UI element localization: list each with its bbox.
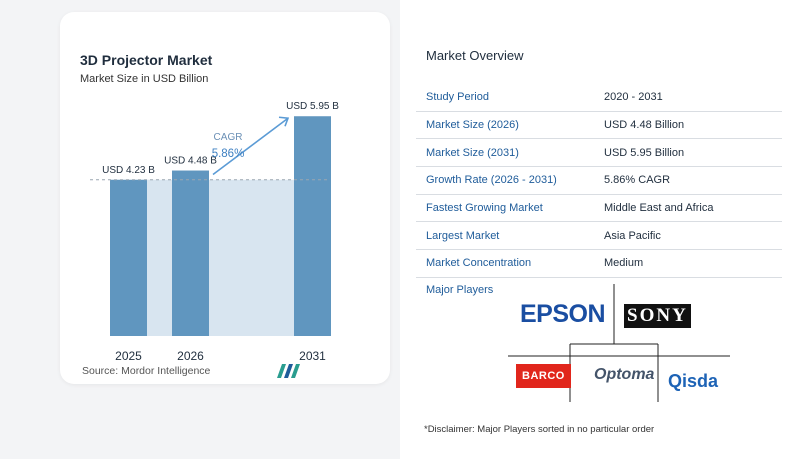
overview-panel: Market Overview Study Period 2020 - 2031 M… bbox=[400, 0, 800, 459]
overview-row: Fastest Growing Market Middle East and Af… bbox=[416, 195, 782, 223]
overview-value: Middle East and Africa bbox=[604, 202, 714, 215]
overview-key: Growth Rate (2026 - 2031) bbox=[426, 174, 557, 187]
cagr-value: 5.86% bbox=[212, 148, 245, 160]
barco-logo: BARCO bbox=[516, 364, 571, 388]
tick-label: 2026 bbox=[177, 349, 204, 363]
overview-key: Market Size (2031) bbox=[426, 146, 519, 159]
cagr-arrow-head bbox=[278, 116, 290, 127]
overview-row: Largest Market Asia Pacific bbox=[416, 222, 782, 251]
qisda-logo: Qisda bbox=[668, 371, 719, 391]
data-label: USD 5.95 B bbox=[286, 101, 339, 112]
disclaimer-text: *Disclaimer: Major Players sorted in no … bbox=[424, 424, 655, 435]
overview-key: Fastest Growing Market bbox=[426, 202, 543, 215]
epson-logo: EPSON bbox=[520, 300, 606, 328]
bar bbox=[110, 179, 147, 336]
mordor-logo-icon bbox=[277, 364, 300, 378]
chart-subtitle: Market Size in USD Billion bbox=[80, 73, 209, 85]
data-label: USD 4.48 B bbox=[164, 156, 217, 167]
overview-value: USD 5.95 Billion bbox=[604, 146, 685, 159]
optoma-logo: Optoma bbox=[594, 366, 655, 383]
bar-chart: USD 4.23 B 2025 USD 4.48 B 2026 USD 5.95 B 20… bbox=[90, 101, 339, 363]
overview-value: Asia Pacific bbox=[604, 229, 661, 242]
chart-card: 3D Projector Market Market Size in USD B… bbox=[60, 12, 390, 384]
data-label: USD 4.23 B bbox=[102, 165, 155, 176]
tick-label: 2031 bbox=[299, 349, 326, 363]
chart-title: 3D Projector Market bbox=[80, 52, 213, 68]
overview-row: Market Size (2031) USD 5.95 Billion bbox=[416, 139, 782, 168]
overview-title: Market Overview bbox=[426, 48, 524, 63]
overview-row: Growth Rate (2026 - 2031) 5.86% CAGR bbox=[416, 167, 782, 195]
logo-grid-lines bbox=[508, 284, 730, 402]
bar bbox=[172, 170, 209, 336]
overview-value: 5.86% CAGR bbox=[604, 174, 671, 187]
overview-value: Medium bbox=[604, 257, 644, 270]
growth-area bbox=[209, 179, 294, 336]
overview-value: USD 4.48 Billion bbox=[604, 119, 685, 132]
overview-row: Study Period 2020 - 2031 bbox=[416, 84, 782, 112]
overview-table: Study Period 2020 - 2031 Market Size (2026… bbox=[416, 84, 782, 278]
overview-key: Market Concentration bbox=[426, 257, 532, 270]
cagr-arrow bbox=[212, 117, 289, 176]
growth-area bbox=[147, 179, 172, 336]
overview-row: Market Size (2026) USD 4.48 Billion bbox=[416, 112, 782, 140]
source-text: Source: Mordor Intelligence bbox=[82, 365, 211, 377]
overview-key: Study Period bbox=[426, 91, 489, 104]
overview-key: Market Size (2026) bbox=[426, 119, 519, 132]
cagr-label: CAGR bbox=[214, 132, 243, 143]
sony-logo: SONY bbox=[624, 304, 691, 328]
tick-label: 2025 bbox=[115, 349, 142, 363]
overview-value: 2020 - 2031 bbox=[604, 91, 663, 104]
players-logos: EPSON SONY BARCO Optoma Qisda bbox=[508, 284, 738, 414]
overview-key: Largest Market bbox=[426, 229, 500, 242]
bar bbox=[294, 116, 331, 336]
overview-row: Market Concentration Medium bbox=[416, 250, 782, 278]
players-title: Major Players bbox=[426, 284, 494, 296]
